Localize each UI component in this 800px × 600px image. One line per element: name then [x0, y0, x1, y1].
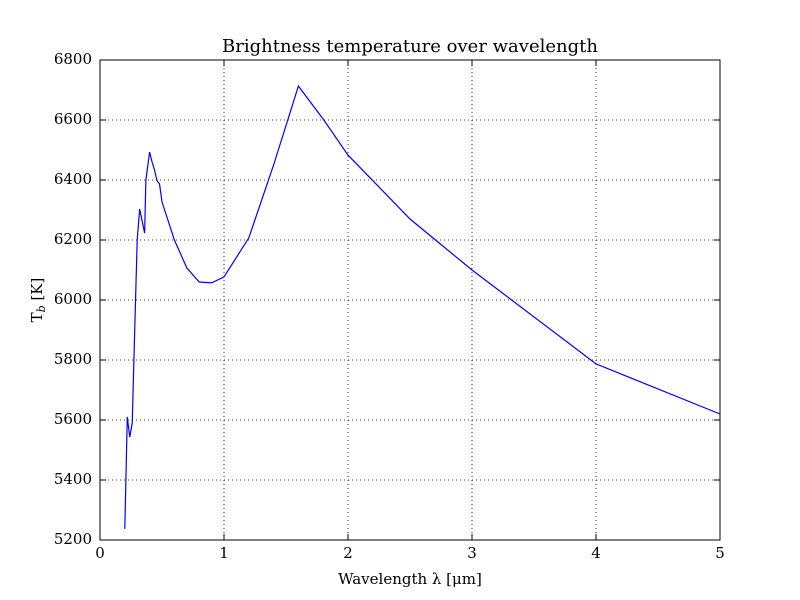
x-tick-label: 4: [591, 544, 601, 562]
x-axis-label: Wavelength λ [μm]: [338, 570, 482, 588]
y-tick-label: 6400: [54, 170, 92, 188]
y-tick-label: 5400: [54, 470, 92, 488]
y-label-unit: [K]: [28, 278, 46, 306]
y-tick-label: 6600: [54, 110, 92, 128]
x-tick-label: 5: [715, 544, 725, 562]
y-axis-label: Tb [K]: [28, 278, 48, 323]
x-tick-label: 2: [343, 544, 353, 562]
y-tick-label: 6800: [54, 50, 92, 68]
chart-title: Brightness temperature over wavelength: [222, 36, 598, 57]
x-tick-label: 1: [219, 544, 229, 562]
y-tick-label: 5600: [54, 410, 92, 428]
y-tick-label: 5800: [54, 350, 92, 368]
y-tick-label: 6000: [54, 290, 92, 308]
x-tick-label: 0: [95, 544, 105, 562]
y-label-main: T: [28, 312, 46, 322]
x-tick-label: 3: [467, 544, 477, 562]
y-tick-label: 5200: [54, 530, 92, 548]
y-label-sub: b: [35, 305, 48, 312]
plot-frame: [99, 59, 721, 541]
data-line: [124, 84, 721, 529]
y-tick-label: 6200: [54, 230, 92, 248]
